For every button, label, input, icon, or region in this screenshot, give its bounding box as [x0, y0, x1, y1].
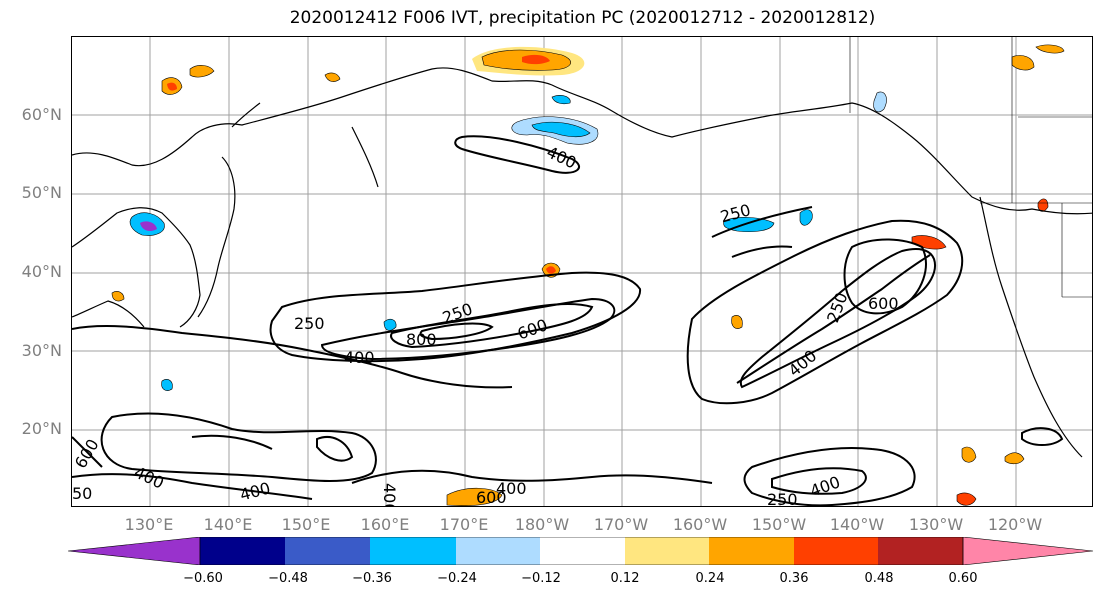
- borders: [849, 37, 1092, 298]
- colorbar-tick-label: 0.60: [948, 571, 978, 586]
- lat-label-40n: 40°N: [21, 262, 62, 281]
- lat-label-30n: 30°N: [21, 341, 62, 360]
- contour-label: 400: [238, 478, 272, 504]
- contour-label: 600: [476, 488, 507, 507]
- coastlines: [72, 67, 1092, 458]
- lon-label-170w: 170°W: [593, 515, 649, 534]
- lon-label-140e: 140°E: [203, 515, 253, 534]
- colorbar-tick-label: −0.60: [183, 571, 223, 586]
- lon-label-130w: 130°W: [908, 515, 964, 534]
- colorbar-tick-label: −0.12: [521, 571, 561, 586]
- lon-label-130e: 130°E: [124, 515, 174, 534]
- lat-label-50n: 50°N: [21, 183, 62, 202]
- contour-label: 400: [380, 483, 399, 507]
- colorbar-segment: [540, 537, 625, 565]
- contour-label: 250: [294, 314, 325, 333]
- lat-label-20n: 20°N: [21, 419, 62, 438]
- gridlines: [72, 37, 1092, 506]
- contour-label: 400: [544, 142, 580, 172]
- contour-label: 400: [496, 479, 527, 498]
- precipitation-shading: [111, 44, 1065, 506]
- lon-label-170e: 170°E: [439, 515, 489, 534]
- contour-label: 800: [406, 330, 437, 349]
- lon-label-180w: 180°W: [514, 515, 570, 534]
- colorbar-segment: [794, 537, 878, 565]
- colorbar-segment: [709, 537, 794, 565]
- lat-label-60n: 60°N: [21, 105, 62, 124]
- colorbar-tick-label: −0.36: [352, 571, 392, 586]
- colorbar: [68, 537, 1094, 565]
- lon-label-150e: 150°E: [281, 515, 331, 534]
- contour-label: 400: [344, 348, 375, 367]
- colorbar-segment: [200, 537, 285, 565]
- lon-label-150w: 150°W: [751, 515, 807, 534]
- ivt-contours: [72, 135, 1064, 506]
- contour-label: 250: [823, 290, 851, 325]
- colorbar-extend-left: [68, 537, 201, 565]
- colorbar-segment: [370, 537, 456, 565]
- colorbar-tick-label: 0.24: [695, 571, 725, 586]
- colorbar-tick-label: 0.36: [779, 571, 809, 586]
- lon-label-160e: 160°E: [360, 515, 410, 534]
- colorbar-tick-label: 0.48: [864, 571, 894, 586]
- contour-label: 400: [131, 463, 167, 493]
- lon-label-140w: 140°W: [829, 515, 885, 534]
- colorbar-tick-label: −0.48: [268, 571, 308, 586]
- lon-label-120w: 120°W: [987, 515, 1043, 534]
- lon-label-160w: 160°W: [672, 515, 728, 534]
- contour-label: 50: [72, 484, 92, 503]
- contour-label: 250: [767, 490, 798, 507]
- colorbar-tick-label: −0.24: [437, 571, 477, 586]
- colorbar-tick-label: 0.12: [610, 571, 640, 586]
- contour-label: 400: [807, 472, 842, 500]
- colorbar-segment: [285, 537, 370, 565]
- colorbar-segment: [625, 537, 709, 565]
- colorbar-segment: [878, 537, 963, 565]
- map-title: 2020012412 F006 IVT, precipitation PC (2…: [289, 8, 876, 28]
- map-canvas: 250 400 600 800 250 400 600 250 250 400 …: [72, 37, 1092, 507]
- contour-label: 600: [868, 294, 899, 313]
- colorbar-extend-right: [962, 537, 1094, 565]
- colorbar-segment: [456, 537, 540, 565]
- map-plot-area: 250 400 600 800 250 400 600 250 250 400 …: [71, 36, 1093, 507]
